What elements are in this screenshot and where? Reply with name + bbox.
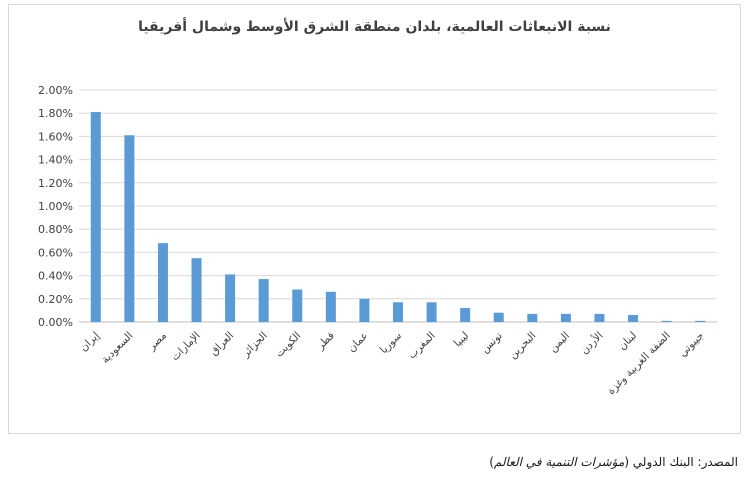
x-tick-label: الجزائر <box>239 330 270 361</box>
source-note: المصدر: البنك الدولي (مؤشرات التنمية في … <box>489 455 738 469</box>
bar <box>157 243 168 322</box>
y-tick-label: 1.80% <box>38 107 73 120</box>
x-tick-label: مصر <box>145 330 169 354</box>
y-tick-label: 0.60% <box>38 246 73 259</box>
y-axis-ticks: 0.00% 0.20% 0.40% 0.60% 0.80% 1.00% 1.20% 1.40%… <box>38 84 73 329</box>
x-tick-label: لبنان <box>616 330 639 353</box>
x-tick-label: السعودية <box>99 330 135 366</box>
y-tick-label: 1.20% <box>38 177 73 190</box>
x-tick-label: قطر <box>314 330 337 353</box>
bar-chart-plot: 0.00% 0.20% 0.40% 0.60% 0.80% 1.00% 1.20% 1.40%… <box>38 84 717 397</box>
bar <box>124 135 135 322</box>
x-tick-label: ليبيا <box>452 330 472 350</box>
bar <box>359 298 370 322</box>
y-tick-label: 1.40% <box>38 154 73 167</box>
x-tick-label: المغرب <box>406 330 438 362</box>
bar <box>393 302 403 322</box>
bar <box>426 302 437 322</box>
bar <box>460 308 471 322</box>
x-tick-label: الكويت <box>273 330 303 360</box>
bar <box>695 320 706 322</box>
y-tick-label: 2.00% <box>38 84 73 97</box>
y-tick-label: 1.60% <box>38 130 73 143</box>
bar <box>527 313 538 322</box>
x-tick-label: اليمن <box>547 330 572 355</box>
x-tick-label: البحرين <box>507 330 539 362</box>
x-tick-label: تونس <box>479 330 505 356</box>
chart-title: نسبة الانبعاثات العالمية، بلدان منطقة ال… <box>138 19 611 35</box>
bars <box>90 112 706 322</box>
bar <box>225 274 236 322</box>
y-tick-label: 1.00% <box>38 200 73 213</box>
y-tick-label: 0.40% <box>38 270 73 283</box>
bar <box>594 313 605 322</box>
x-tick-label: الإمارات <box>169 330 203 364</box>
y-tick-label: 0.20% <box>38 293 73 306</box>
y-tick-label: 0.80% <box>38 223 73 236</box>
bar <box>325 291 336 322</box>
x-tick-label: الأردن <box>578 329 606 357</box>
y-tick-label: 0.00% <box>38 316 73 329</box>
bar <box>493 312 504 322</box>
bar <box>292 289 303 322</box>
x-tick-label: العراق <box>208 330 236 358</box>
bar <box>191 258 202 322</box>
gridlines <box>79 89 717 323</box>
x-tick-label: الضفة الغربية وغزة <box>605 330 672 397</box>
x-tick-label: عمان <box>346 330 371 355</box>
bar <box>661 320 672 322</box>
x-tick-label: سوريا <box>378 330 404 356</box>
source-close: ) <box>489 455 494 469</box>
source-publication: مؤشرات التنمية في العالم <box>493 455 625 469</box>
source-label: المصدر: البنك الدولي ( <box>624 455 738 469</box>
bar <box>628 315 639 322</box>
bar <box>90 112 101 322</box>
x-tick-label: إيران <box>78 330 102 354</box>
x-tick-label: جيبوتي <box>677 330 707 360</box>
bar <box>560 313 571 322</box>
bar <box>258 279 269 322</box>
chart-frame: نسبة الانبعاثات العالمية، بلدان منطقة ال… <box>8 4 741 434</box>
